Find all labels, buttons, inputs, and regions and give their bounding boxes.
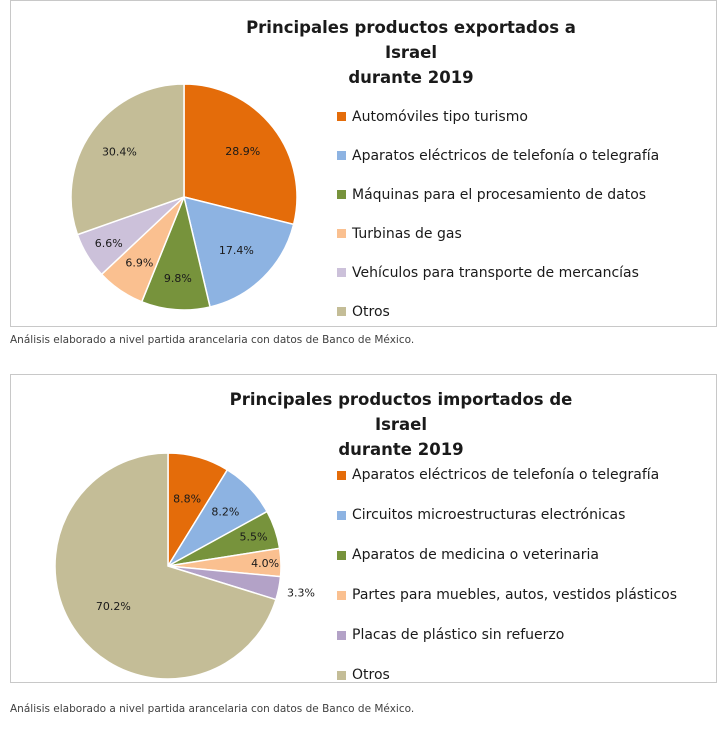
legend-label: Turbinas de gas [352, 225, 462, 242]
chart-title-line-1: Principales productos exportados a Israe… [246, 18, 576, 62]
pie-slice-label: 6.6% [95, 237, 123, 250]
legend-item: Aparatos eléctricos de telefonía o teleg… [337, 136, 659, 175]
pie-slice-label: 8.8% [173, 493, 201, 506]
legend-item: Aparatos eléctricos de telefonía o teleg… [337, 455, 677, 495]
import-pie-chart: 8.8% 8.2%5.5% 4.0% 3.3% 70.2% [54, 452, 315, 680]
legend-swatch [337, 307, 346, 316]
legend-label: Otros [352, 303, 390, 320]
chart-title-line-1: Principales productos importados de Isra… [229, 390, 573, 434]
pie-slice [70, 83, 185, 236]
pie-slice-label: 5.5% [240, 531, 268, 544]
pie-slice [182, 195, 295, 308]
pie-slice [54, 452, 277, 680]
export-chart-panel: Principales productos exportados a Israe… [10, 0, 717, 327]
legend-label: Circuitos microestructuras electrónicas [352, 507, 626, 523]
legend-item: Placas de plástico sin refuerzo [337, 615, 677, 655]
legend-item: Otros [337, 655, 677, 695]
legend-swatch [337, 229, 346, 238]
legend-label: Automóviles tipo turismo [352, 108, 528, 125]
chart-title-line-2: durante 2019 [348, 68, 474, 87]
legend-swatch [337, 590, 346, 600]
pie-slice [183, 83, 298, 226]
legend-label: Vehículos para transporte de mercancías [352, 264, 639, 281]
legend-swatch [337, 670, 346, 680]
legend-swatch [337, 470, 346, 480]
legend-label: Aparatos de medicina o veterinaria [352, 547, 599, 563]
source-note: Análisis elaborado a nivel partida aranc… [10, 703, 415, 715]
legend-swatch [337, 550, 346, 560]
chart-title: Principales productos exportados a Israe… [241, 15, 581, 90]
legend-label: Otros [352, 667, 390, 683]
chart-title: Principales productos importados de Isra… [221, 387, 581, 462]
chart-title-line-2: durante 2019 [338, 440, 464, 459]
import-legend: Aparatos eléctricos de telefonía o teleg… [337, 455, 677, 695]
export-pie-chart: 28.9% 17.4% 9.8% 6.9%6.6% 30.4% [70, 83, 298, 311]
pie-slice-label: 17.4% [219, 244, 254, 257]
export-legend: Automóviles tipo turismo Aparatos eléctri… [337, 97, 659, 331]
pie-slice-label: 6.9% [125, 256, 153, 269]
legend-swatch [337, 510, 346, 520]
pie-slice-label: 4.0% [251, 557, 279, 570]
legend-item: Partes para muebles, autos, vestidos plá… [337, 575, 677, 615]
pie-slice-label: 30.4% [102, 145, 137, 158]
legend-item: Otros [337, 292, 659, 331]
legend-item: Máquinas para el procesamiento de datos [337, 175, 659, 214]
legend-swatch [337, 630, 346, 640]
legend-item: Vehículos para transporte de mercancías [337, 253, 659, 292]
pie-slice-label: 3.3% [287, 587, 315, 600]
legend-item: Automóviles tipo turismo [337, 97, 659, 136]
legend-label: Placas de plástico sin refuerzo [352, 627, 565, 643]
legend-label: Aparatos eléctricos de telefonía o teleg… [352, 467, 660, 483]
import-chart-panel: Principales productos importados de Isra… [10, 374, 717, 683]
legend-swatch [337, 190, 346, 199]
legend-item: Turbinas de gas [337, 214, 659, 253]
legend-item: Circuitos microestructuras electrónicas [337, 495, 677, 535]
legend-swatch [337, 268, 346, 277]
pie-slice-label: 8.2% [211, 505, 239, 518]
legend-item: Aparatos de medicina o veterinaria [337, 535, 677, 575]
pie-slice-label: 28.9% [225, 145, 260, 158]
legend-swatch [337, 112, 346, 121]
pie-slice-label: 70.2% [96, 600, 131, 613]
pie-slice-label: 9.8% [164, 272, 192, 285]
source-note: Análisis elaborado a nivel partida aranc… [10, 334, 415, 346]
legend-label: Partes para muebles, autos, vestidos plá… [352, 587, 678, 603]
legend-label: Aparatos eléctricos de telefonía o teleg… [352, 147, 660, 164]
legend-swatch [337, 151, 346, 160]
legend-label: Máquinas para el procesamiento de datos [352, 186, 647, 203]
